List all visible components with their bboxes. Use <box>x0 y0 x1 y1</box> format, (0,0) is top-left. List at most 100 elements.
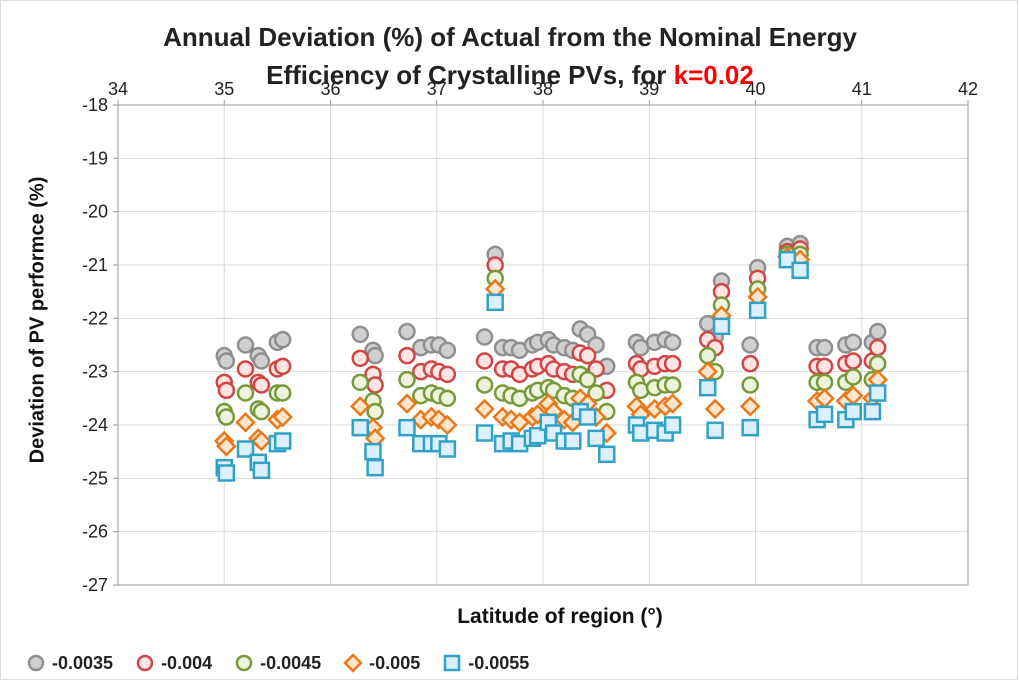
data-point <box>252 461 271 480</box>
data-point <box>698 378 717 397</box>
data-point <box>741 354 759 373</box>
data-point <box>252 402 271 421</box>
data-point <box>868 384 887 402</box>
data-point <box>351 373 369 392</box>
y-tick-label: -22 <box>82 308 108 328</box>
data-point <box>578 346 597 365</box>
data-point <box>844 333 862 352</box>
data-point <box>252 352 271 370</box>
x-tick-label: 36 <box>320 79 340 99</box>
legend: -0.0035 -0.004 -0.0045 -0.005 -0.0055 <box>26 652 551 674</box>
data-point <box>663 376 682 394</box>
data-point <box>366 402 384 421</box>
y-tick-label: -24 <box>82 415 108 435</box>
data-point <box>863 402 882 421</box>
data-point <box>236 360 255 378</box>
legend-label: -0.005 <box>369 652 421 673</box>
data-point <box>235 412 256 433</box>
x-tick-label: 41 <box>852 79 872 99</box>
y-tick-label: -18 <box>82 95 108 115</box>
data-point <box>815 405 834 424</box>
data-point <box>844 352 862 370</box>
legend-label: -0.0055 <box>468 652 530 673</box>
y-tick-label: -23 <box>82 362 108 382</box>
legend-item: -0.0035 <box>26 653 113 674</box>
data-point <box>598 445 616 464</box>
data-point <box>578 408 597 426</box>
data-point <box>351 349 369 368</box>
data-point <box>217 464 236 482</box>
data-point <box>252 376 271 394</box>
data-point <box>475 376 494 394</box>
legend-item: -0.004 <box>135 653 212 674</box>
data-point <box>706 421 724 440</box>
data-point <box>217 381 236 400</box>
legend-label: -0.004 <box>161 652 213 673</box>
legend-item: -0.0045 <box>234 653 321 674</box>
data-point <box>273 357 292 376</box>
series--0.0055 <box>215 250 887 482</box>
chart-title-line2-text: Efficiency of Crystalline PVs, for <box>266 60 674 90</box>
data-point <box>398 370 416 389</box>
chart-title: Annual Deviation (%) of Actual from the … <box>0 18 1020 94</box>
circle-marker-icon <box>136 654 154 672</box>
data-point <box>396 393 418 414</box>
data-point <box>587 429 605 448</box>
y-tick-label: -21 <box>82 255 108 275</box>
data-point <box>704 398 726 420</box>
chart-title-highlight: k=0.02 <box>673 60 754 90</box>
data-point <box>236 440 255 458</box>
x-tick-label: 40 <box>745 79 765 99</box>
legend-marker <box>136 654 154 672</box>
y-tick-label: -25 <box>82 468 108 488</box>
legend-label: -0.0035 <box>52 652 114 673</box>
x-tick-label: 35 <box>214 79 234 99</box>
legend-item: -0.005 <box>343 653 420 674</box>
y-tick-label: -20 <box>82 202 108 222</box>
plot-area-border <box>117 104 969 586</box>
data-point <box>739 396 761 417</box>
x-tick-label: 34 <box>108 79 128 99</box>
data-point <box>438 389 457 408</box>
data-point <box>398 322 416 341</box>
y-axis-label: Deviation of PV performce (%) <box>26 176 49 464</box>
legend-marker <box>343 653 363 673</box>
data-point <box>662 393 683 414</box>
data-point <box>475 424 494 442</box>
data-point <box>366 346 384 365</box>
series--0.0045 <box>215 245 887 426</box>
data-point <box>663 354 682 373</box>
x-tick-label: 42 <box>958 79 978 99</box>
data-point <box>868 338 887 357</box>
data-point <box>398 418 416 437</box>
data-point <box>587 384 605 402</box>
data-point <box>217 408 236 426</box>
data-point <box>663 416 682 434</box>
data-point <box>364 442 382 461</box>
data-point <box>272 406 293 428</box>
data-point <box>741 418 759 437</box>
data-point <box>474 398 495 420</box>
chart-title-line1: Annual Deviation (%) of Actual from the … <box>163 22 857 52</box>
y-tick-label: -19 <box>82 148 108 168</box>
legend-marker <box>443 654 461 672</box>
legend-marker <box>27 654 45 672</box>
data-point <box>698 346 717 365</box>
data-point <box>844 402 862 421</box>
data-point <box>712 317 731 336</box>
data-point <box>216 436 237 457</box>
data-point <box>475 352 494 370</box>
y-tick-labels: -18 -19 -20 -21 -22 -23 -24 -25 -26 -27 <box>82 95 108 595</box>
data-point <box>273 330 292 349</box>
x-tick-labels: 34 35 36 37 38 39 40 41 42 <box>108 79 978 99</box>
data-point <box>815 357 834 376</box>
diamond-marker-icon <box>343 653 363 673</box>
data-point <box>486 293 504 312</box>
data-point <box>437 414 458 436</box>
data-point <box>815 338 834 357</box>
data-point <box>217 352 236 370</box>
chart-title-line2: Efficiency of Crystalline PVs, for k=0.0… <box>0 56 1020 94</box>
data-points <box>213 234 888 482</box>
legend-item: -0.0055 <box>442 653 529 674</box>
